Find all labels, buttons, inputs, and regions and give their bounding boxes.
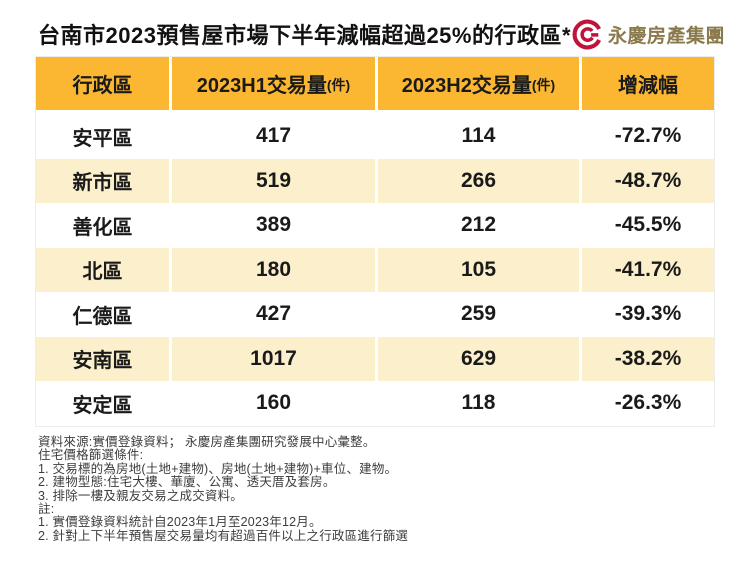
cell-h1-volume: 1017 — [172, 336, 378, 381]
footnote-line: 註: — [38, 502, 55, 517]
footnote-line: 2. 建物型態:住宅大樓、華廈、公寓、透天厝及套房。 — [38, 475, 336, 490]
cell-change: -72.7% — [614, 124, 682, 148]
cell-district: 北區 — [36, 247, 172, 292]
footnote-line: 3. 排除一樓及親友交易之成交資料。 — [38, 488, 243, 503]
cell-h1-volume: 389 — [172, 203, 378, 248]
footnote-line: 1. 實價登錄資料統計自2023年1月至2023年12月。 — [38, 515, 322, 530]
cell-change: -38.2% — [614, 346, 682, 370]
table-row: 北區 180 105 -41.7% — [36, 247, 714, 292]
cell-h2-volume: 629 — [378, 336, 582, 381]
column-header-2023h1: 2023H1交易量 (件) — [172, 57, 378, 110]
cell-district: 新市區 — [36, 158, 172, 203]
top-bar: 台南市2023預售屋市場下半年減幅超過25%的行政區* 永慶房產集團 — [38, 14, 725, 54]
table-row: 善化區 389 212 -45.5% — [36, 203, 714, 248]
cell-district: 仁德區 — [36, 292, 172, 337]
cell-h1-volume: 427 — [172, 292, 378, 337]
column-header-2023h2: 2023H2交易量 (件) — [378, 57, 582, 110]
cell-h2-volume: 259 — [378, 292, 582, 337]
footnote-line: 資料來源:實價登錄資料； 永慶房產集團研究發展中心彙整。 — [38, 435, 376, 449]
cell-district: 安平區 — [36, 114, 172, 159]
column-header-district: 行政區 — [36, 57, 172, 110]
table-row: 安定區 160 118 -26.3% — [36, 381, 714, 426]
table-row: 安南區 1017 629 -38.2% — [36, 336, 714, 381]
cell-change: -39.3% — [614, 302, 682, 326]
table-row: 安平區 417 114 -72.7% — [36, 114, 714, 159]
cell-change: -48.7% — [614, 168, 682, 192]
unit-label: (件) — [326, 77, 351, 93]
footnote-line: 2. 針對上下半年預售屋交易量均有超過百件以上之行政區進行篩選 — [38, 528, 409, 543]
cell-change: -41.7% — [614, 257, 682, 281]
cell-h2-volume: 105 — [378, 247, 582, 292]
cell-h2-volume: 212 — [378, 203, 582, 248]
cell-change: -26.3% — [614, 391, 682, 415]
column-header-change: 增減幅 — [618, 75, 678, 97]
cell-h1-volume: 519 — [172, 158, 378, 203]
table-row: 仁德區 427 259 -39.3% — [36, 292, 714, 337]
cell-district: 安南區 — [36, 336, 172, 381]
cell-district: 安定區 — [36, 381, 172, 426]
logo-spiral-icon — [572, 19, 602, 49]
table-row: 新市區 519 266 -48.7% — [36, 158, 714, 203]
table-header-row: 行政區 2023H1交易量 (件) 2023H2交易量 (件) 增減幅 — [36, 57, 714, 114]
footnotes: 資料來源:實價登錄資料； 永慶房產集團研究發展中心彙整。 住宅價格篩選條件: 1… — [38, 435, 728, 543]
cell-change: -45.5% — [614, 213, 682, 237]
cell-h1-volume: 417 — [172, 114, 378, 159]
company-logo: 永慶房產集團 — [571, 18, 725, 51]
cell-h2-volume: 114 — [378, 114, 582, 159]
page-title: 台南市2023預售屋市場下半年減幅超過25%的行政區* — [38, 23, 572, 48]
cell-h1-volume: 180 — [172, 247, 378, 292]
cell-h2-volume: 118 — [378, 381, 582, 426]
unit-label: (件) — [531, 77, 556, 93]
footnote-line: 1. 交易標的為房地(土地+建物)、房地(土地+建物)+車位、建物。 — [38, 461, 398, 476]
data-table: 行政區 2023H1交易量 (件) 2023H2交易量 (件) 增減幅 安平區 41… — [36, 57, 714, 426]
cell-h2-volume: 266 — [378, 158, 582, 203]
footnote-line: 住宅價格篩選條件: — [38, 448, 144, 463]
cell-district: 善化區 — [36, 203, 172, 248]
logo-text: 永慶房產集團 — [608, 25, 726, 47]
cell-h1-volume: 160 — [172, 381, 378, 426]
